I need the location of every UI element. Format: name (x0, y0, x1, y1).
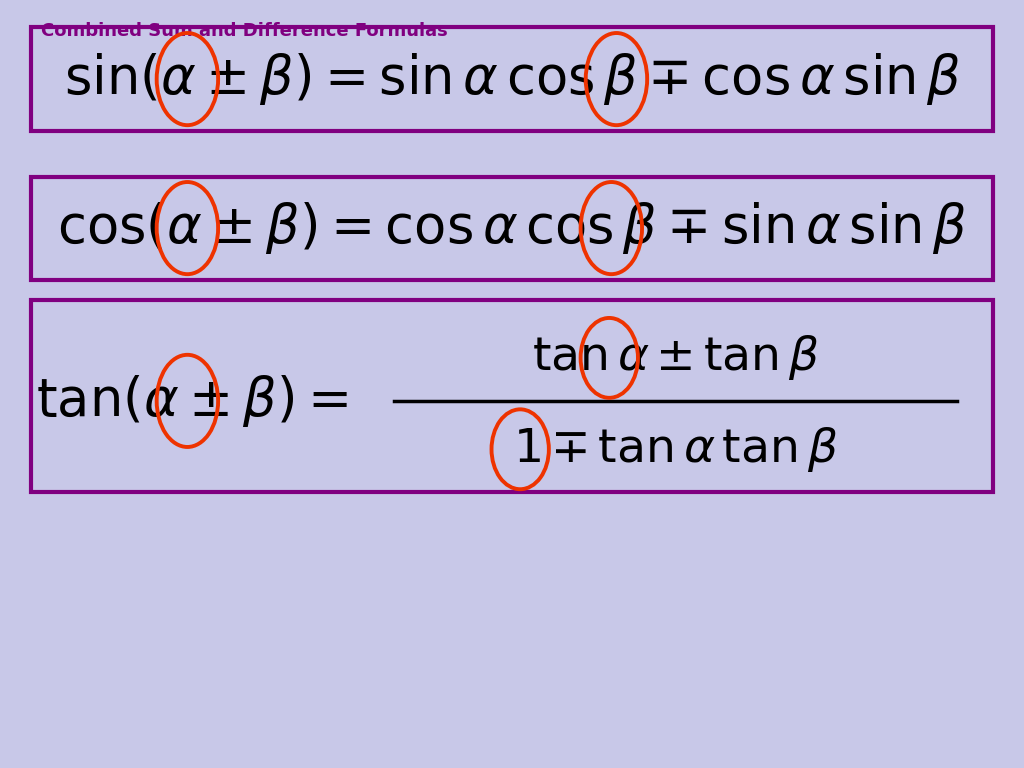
Text: Combined Sum and Difference Formulas: Combined Sum and Difference Formulas (41, 22, 447, 39)
FancyBboxPatch shape (31, 27, 993, 131)
Text: $1\,{\mp}\,\tan\alpha\,\tan\beta$: $1\,{\mp}\,\tan\alpha\,\tan\beta$ (513, 425, 839, 474)
Text: $\sin\!\left(\alpha \pm \beta\right) = \sin\alpha\,\cos\beta\mp\cos\alpha\,\sin\: $\sin\!\left(\alpha \pm \beta\right) = \… (63, 51, 961, 107)
Text: $\cos\!\left(\alpha \pm \beta\right) = \cos\alpha\,\cos\beta\mp\sin\alpha\,\sin\: $\cos\!\left(\alpha \pm \beta\right) = \… (57, 200, 967, 256)
Text: $\tan\alpha\,{\pm}\,\tan\beta$: $\tan\alpha\,{\pm}\,\tan\beta$ (532, 333, 819, 382)
FancyBboxPatch shape (31, 177, 993, 280)
FancyBboxPatch shape (31, 300, 993, 492)
Text: $\tan\!\left(\alpha \pm \beta\right) =$: $\tan\!\left(\alpha \pm \beta\right) =$ (37, 373, 348, 429)
